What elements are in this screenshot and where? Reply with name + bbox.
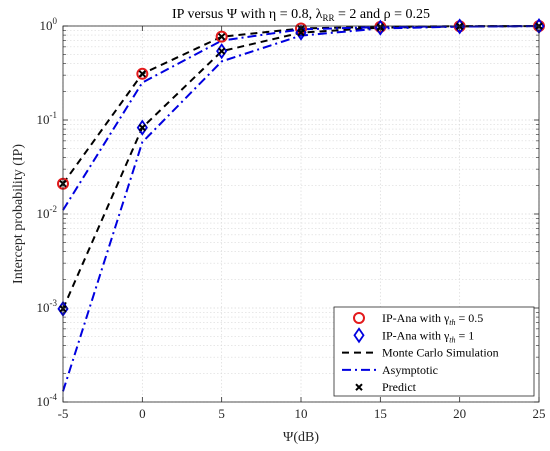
y-tick-label: 10-3 bbox=[37, 298, 58, 315]
x-stroke bbox=[138, 70, 147, 78]
y-tick-label: 10-2 bbox=[37, 204, 58, 221]
x-marker bbox=[217, 32, 226, 41]
legend-label-1: IP-Ana with γth = 1 bbox=[382, 328, 474, 344]
y-tick-label: 10-1 bbox=[37, 110, 58, 127]
y-tick-label: 10-4 bbox=[37, 392, 58, 409]
legend-marker-0 bbox=[353, 312, 365, 324]
circle-marker bbox=[215, 30, 228, 43]
x-tick-label: -5 bbox=[58, 406, 69, 421]
x-stroke bbox=[217, 32, 226, 41]
legend-marker-4 bbox=[355, 383, 363, 391]
x-marker bbox=[217, 47, 226, 55]
chart-title: IP versus Ψ with η = 0.8, λRR = 2 and ρ … bbox=[172, 7, 430, 23]
legend-label-4: Predict bbox=[382, 380, 417, 394]
x-axis-label: Ψ(dB) bbox=[283, 430, 319, 445]
legend-label-3: Asymptotic bbox=[382, 363, 438, 377]
legend-box bbox=[333, 306, 535, 397]
y-tick-label: 100 bbox=[40, 16, 58, 33]
x-tick-label: 0 bbox=[139, 406, 146, 421]
legend-label-2: Monte Carlo Simulation bbox=[382, 346, 499, 360]
x-tick-label: 15 bbox=[374, 406, 387, 421]
x-stroke bbox=[355, 383, 363, 391]
x-stroke bbox=[217, 47, 226, 55]
x-stroke bbox=[138, 123, 147, 132]
x-tick-label: 25 bbox=[533, 406, 546, 421]
legend: IP-Ana with γth = 0.5IP-Ana with γth = 1… bbox=[333, 306, 535, 397]
x-stroke bbox=[297, 28, 305, 37]
x-tick-label: 20 bbox=[453, 406, 466, 421]
ticks: -5 0 5 10 15 20 25 100 10-1 10-2 10-3 10-4 bbox=[37, 16, 546, 421]
x-marker bbox=[297, 28, 305, 37]
legend-marker-1 bbox=[353, 327, 365, 344]
x-marker bbox=[138, 123, 147, 132]
x-tick-label: 5 bbox=[218, 406, 225, 421]
y-axis-label: Intercept probability (IP) bbox=[11, 144, 26, 284]
legend-label-0: IP-Ana with γth = 0.5 bbox=[382, 311, 483, 327]
asym-line-1 bbox=[62, 25, 540, 392]
x-marker bbox=[138, 70, 147, 78]
circle-marker bbox=[136, 67, 149, 80]
x-tick-label: 10 bbox=[295, 406, 308, 421]
